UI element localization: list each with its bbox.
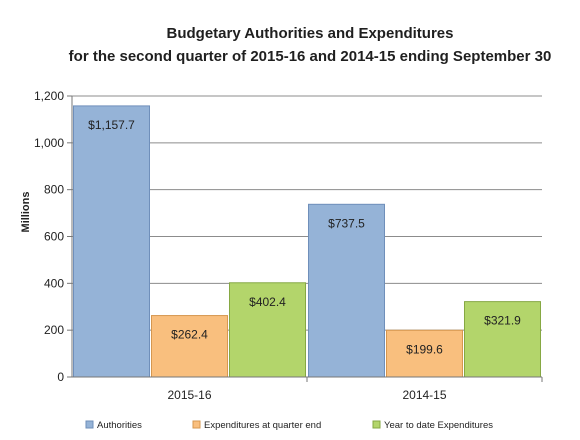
bar (151, 315, 228, 378)
data-label: $1,157.7 (88, 118, 135, 132)
legend-label: Authorities (97, 420, 142, 431)
legend-swatch (192, 420, 201, 429)
x-tick-label: 2015-16 (167, 388, 211, 402)
data-label: $199.6 (406, 342, 443, 356)
y-tick-label: 200 (44, 323, 64, 337)
data-label: $737.5 (328, 216, 365, 230)
chart-title: Budgetary Authorities and Expenditures (167, 25, 454, 42)
y-tick-label: 600 (44, 230, 64, 244)
data-label: $402.4 (249, 295, 286, 309)
y-tick-label: 0 (57, 370, 64, 384)
x-tick-label: 2014-15 (402, 388, 446, 402)
bar (464, 301, 541, 378)
y-tick-label: 1,200 (34, 89, 64, 103)
legend-swatch (372, 420, 381, 429)
y-tick-label: 800 (44, 183, 64, 197)
chart-subtitle: for the second quarter of 2015-16 and 20… (69, 48, 552, 65)
bar (386, 329, 463, 378)
data-label: $321.9 (484, 314, 521, 328)
data-label: $262.4 (171, 328, 208, 342)
legend-label: Year to date Expenditures (384, 420, 493, 431)
bars-group: $1,157.7 $262.4 $402.4 $737.5 $199.6 $321.9 (73, 105, 541, 378)
gridlines (72, 95, 542, 331)
y-tick-label: 400 (44, 276, 64, 290)
legend: Authorities Expenditures at quarter end Ye… (85, 420, 493, 431)
bar (73, 105, 150, 378)
legend-swatch (85, 420, 94, 429)
axes: 0 200 400 600 800 1,000 1,200 2015-16 2014-15 (34, 89, 543, 402)
y-axis-label: Millions (20, 192, 32, 233)
y-tick-label: 1,000 (34, 136, 64, 150)
bar (308, 203, 385, 378)
legend-label: Expenditures at quarter end (204, 420, 321, 431)
